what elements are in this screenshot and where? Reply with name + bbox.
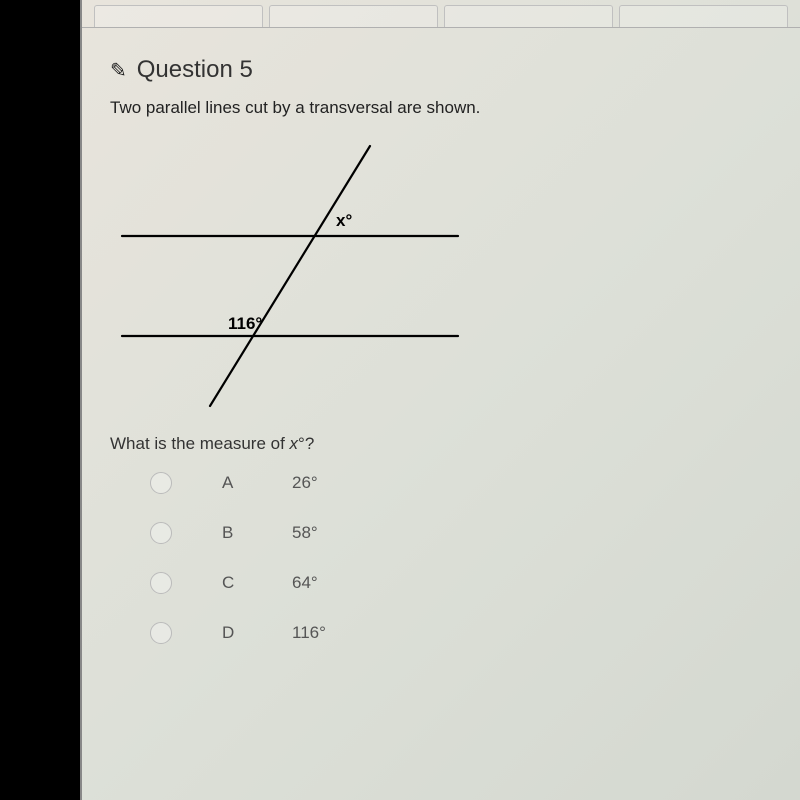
radio-button[interactable] (150, 572, 172, 594)
question-prompt: Two parallel lines cut by a transversal … (110, 98, 776, 118)
option-value: 116° (292, 623, 326, 643)
answer-options: A 26° B 58° C 64° D 116° (110, 472, 776, 644)
option-value: 26° (292, 473, 318, 493)
tab-item[interactable] (269, 5, 438, 27)
question-header: ✎ Question 5 (110, 56, 776, 84)
diagram-svg: x° 116° (110, 136, 470, 416)
followup-prefix: What is the measure of (110, 434, 290, 453)
radio-button[interactable] (150, 522, 172, 544)
followup-suffix: °? (298, 434, 314, 453)
option-value: 58° (292, 523, 318, 543)
question-title: Question 5 (137, 56, 253, 84)
answer-option[interactable]: B 58° (150, 522, 776, 544)
option-letter: A (222, 473, 242, 493)
option-letter: D (222, 623, 242, 643)
radio-button[interactable] (150, 622, 172, 644)
followup-question: What is the measure of x°? (110, 434, 776, 454)
option-value: 64° (292, 573, 318, 593)
tab-item[interactable] (619, 5, 788, 27)
option-letter: C (222, 573, 242, 593)
device-bezel (0, 0, 80, 800)
answer-option[interactable]: D 116° (150, 622, 776, 644)
question-content: ✎ Question 5 Two parallel lines cut by a… (82, 28, 800, 684)
option-letter: B (222, 523, 242, 543)
answer-option[interactable]: A 26° (150, 472, 776, 494)
diagram: x° 116° (110, 136, 470, 416)
radio-button[interactable] (150, 472, 172, 494)
pencil-icon: ✎ (110, 58, 127, 83)
tab-item[interactable] (94, 5, 263, 27)
answer-option[interactable]: C 64° (150, 572, 776, 594)
tab-bar (82, 0, 800, 28)
svg-text:116°: 116° (228, 314, 262, 333)
app-screen: ✎ Question 5 Two parallel lines cut by a… (80, 0, 800, 800)
followup-var: x (290, 434, 299, 453)
svg-text:x°: x° (336, 211, 352, 230)
tab-item[interactable] (444, 5, 613, 27)
